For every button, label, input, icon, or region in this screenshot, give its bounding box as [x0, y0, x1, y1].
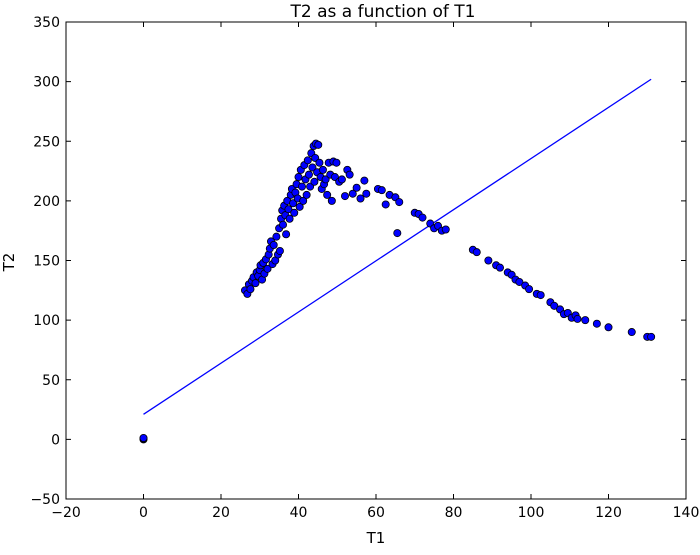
scatter-point: [525, 285, 534, 294]
scatter-point: [484, 256, 493, 265]
scatter-point: [360, 176, 369, 185]
scatter-point: [275, 246, 284, 255]
x-tick-label: 100: [518, 505, 545, 521]
x-tick-label: 0: [139, 505, 148, 521]
y-tick-label: 0: [51, 432, 60, 448]
scatter-point: [604, 323, 613, 332]
scatter-point: [340, 192, 349, 201]
scatter-point: [332, 158, 341, 167]
scatter-point: [278, 220, 287, 229]
scatter-point: [327, 196, 336, 205]
y-tick-label: 150: [33, 254, 60, 270]
scatter-point: [495, 263, 504, 272]
scatter-point: [321, 175, 330, 184]
plot-area: [139, 78, 656, 444]
scatter-point: [297, 182, 306, 191]
y-axis-label: T2: [0, 253, 18, 273]
axis-ticks: −20 0 20 40 60 80 100 120 140 −50 0 50 100 150 200 250 3…: [30, 15, 699, 521]
scatter-point: [418, 213, 427, 222]
scatter-point: [647, 332, 656, 341]
scatter-point: [395, 198, 404, 207]
scatter-point: [251, 279, 260, 288]
scatter-point: [284, 205, 293, 214]
x-tick-label: 40: [290, 505, 308, 521]
scatter-point: [302, 190, 311, 199]
scatter-point: [323, 190, 332, 199]
scatter-point: [308, 163, 317, 172]
scatter-point: [472, 248, 481, 257]
scatter-point: [294, 173, 303, 182]
scatter-point: [289, 199, 298, 208]
scatter-point: [310, 177, 319, 186]
scatter-point: [315, 158, 324, 167]
scatter-point: [348, 189, 357, 198]
scatter-point: [269, 240, 278, 249]
scatter-point: [441, 225, 450, 234]
scatter-point: [295, 202, 304, 211]
scatter-point: [592, 319, 601, 328]
chart-title: T2 as a function of T1: [290, 2, 476, 22]
scatter-point: [581, 316, 590, 325]
x-tick-label: −20: [51, 505, 81, 521]
scatter-point: [356, 194, 365, 203]
y-tick-label: 300: [33, 75, 60, 91]
x-tick-label: 60: [367, 505, 385, 521]
scatter-point: [362, 189, 371, 198]
scatter-point: [304, 170, 313, 179]
scatter-point: [536, 291, 545, 300]
scatter-point: [381, 200, 390, 209]
scatter-point: [299, 196, 308, 205]
scatter-point: [393, 229, 402, 238]
y-tick-label: −50: [30, 492, 60, 508]
x-tick-label: 120: [595, 505, 622, 521]
x-tick-label: 80: [445, 505, 463, 521]
scatter-point: [263, 264, 272, 273]
scatter-point: [337, 175, 346, 184]
scatter-point: [246, 285, 255, 294]
scatter-point: [377, 186, 386, 195]
scatter-point: [285, 214, 294, 223]
scatter-point: [627, 328, 636, 337]
scatter-point: [282, 230, 291, 239]
scatter-point: [515, 277, 524, 286]
trend-line: [143, 78, 652, 415]
scatter-point: [352, 183, 361, 192]
y-tick-label: 50: [42, 373, 60, 389]
y-tick-label: 350: [33, 15, 60, 31]
scatter-point: [139, 433, 148, 442]
x-tick-label: 20: [212, 505, 230, 521]
scatter-point: [318, 165, 327, 174]
scatter-point: [345, 170, 354, 179]
y-tick-label: 100: [33, 313, 60, 329]
scatter-point: [272, 232, 281, 241]
scatter-point: [314, 140, 323, 149]
y-tick-label: 200: [33, 194, 60, 210]
scatter-point: [550, 301, 559, 310]
scatter-point: [290, 208, 299, 217]
scatter-point: [573, 314, 582, 323]
x-tick-label: 140: [673, 505, 700, 521]
y-tick-label: 250: [33, 134, 60, 150]
scatter-point: [303, 156, 312, 165]
x-axis-label: T1: [366, 529, 386, 547]
